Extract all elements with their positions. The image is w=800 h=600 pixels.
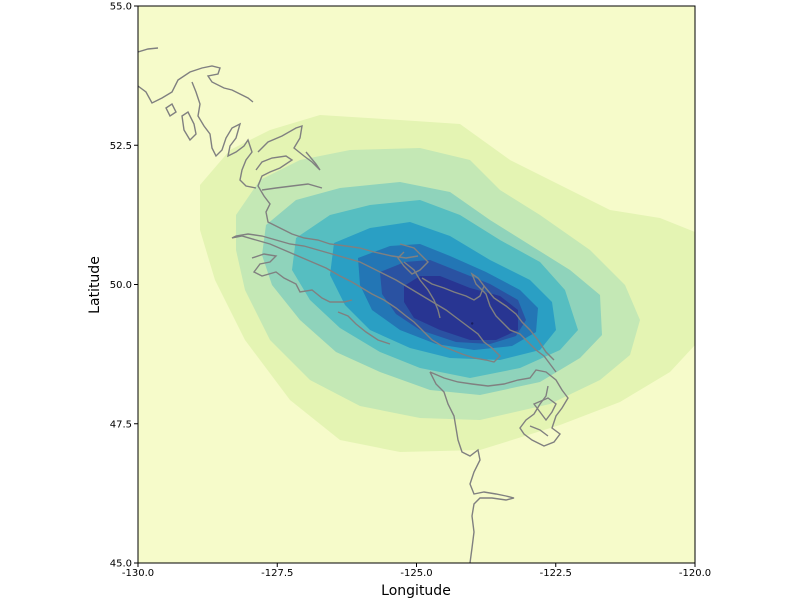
contour-band-level-8: [404, 276, 518, 340]
coastline-central-fjords: [191, 81, 257, 189]
coastline-layer: [138, 47, 569, 563]
y-axis-label: Latitude: [87, 256, 103, 314]
x-tick-label: -127.5: [261, 568, 293, 579]
y-tick-label: 55.0: [110, 2, 132, 13]
x-axis-label: Longitude: [381, 583, 451, 599]
y-tick-label: 50.0: [110, 280, 132, 291]
y-tick-label: 47.5: [110, 419, 132, 430]
plot-area: [138, 6, 695, 563]
y-axis: 45.0 47.5 50.0 52.5 55.0: [110, 2, 138, 570]
coastline-fjord-inlet: [257, 124, 321, 171]
coastline-lower-mainland: [483, 285, 555, 361]
peak-point: [471, 322, 474, 325]
coastline-haida-gwaii: [138, 47, 159, 53]
x-tick-label: -120.0: [679, 568, 711, 579]
y-tick-label: 45.0: [110, 559, 132, 570]
coastline-islands-north: [165, 102, 197, 142]
x-axis: -130.0 -127.5 -125.0 -122.5 -120.0: [122, 563, 711, 579]
coastline-jervis-inlet: [403, 261, 441, 319]
coastline-mid-coast: [255, 155, 419, 259]
coastline-puget-sound: [429, 369, 569, 447]
coastline-georgia-strait: [397, 243, 557, 373]
coastline-vancouver-island: [231, 233, 501, 363]
x-tick-label: -130.0: [122, 568, 154, 579]
coastline-wa-or: [429, 371, 515, 563]
x-tick-label: -125.0: [400, 568, 432, 579]
x-tick-label: -122.5: [540, 568, 572, 579]
coastline-west-island-inlets: [251, 253, 391, 345]
y-tick-label: 52.5: [110, 141, 132, 152]
coastline-puget-inner: [529, 397, 557, 437]
coastline-north-mainland: [138, 65, 254, 104]
coastline-knight-inlet: [261, 183, 323, 191]
